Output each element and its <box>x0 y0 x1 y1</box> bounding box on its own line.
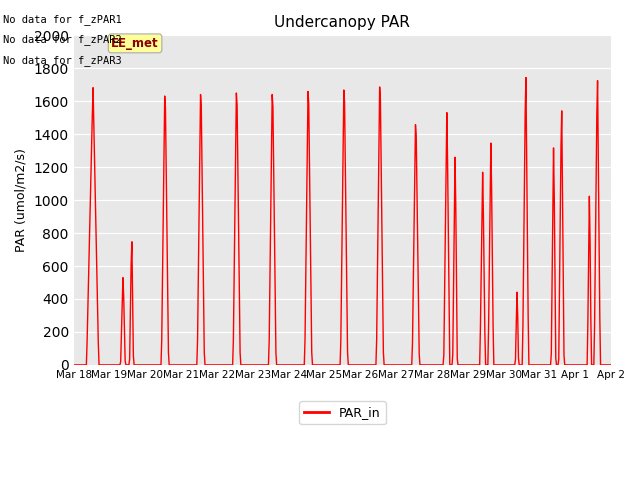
Y-axis label: PAR (umol/m2/s): PAR (umol/m2/s) <box>15 148 28 252</box>
Text: No data for f_zPAR2: No data for f_zPAR2 <box>3 35 122 46</box>
Title: Undercanopy PAR: Undercanopy PAR <box>275 15 410 30</box>
Legend: PAR_in: PAR_in <box>299 401 386 424</box>
Text: No data for f_zPAR1: No data for f_zPAR1 <box>3 14 122 25</box>
Text: EE_met: EE_met <box>111 37 159 50</box>
Text: No data for f_zPAR3: No data for f_zPAR3 <box>3 55 122 66</box>
